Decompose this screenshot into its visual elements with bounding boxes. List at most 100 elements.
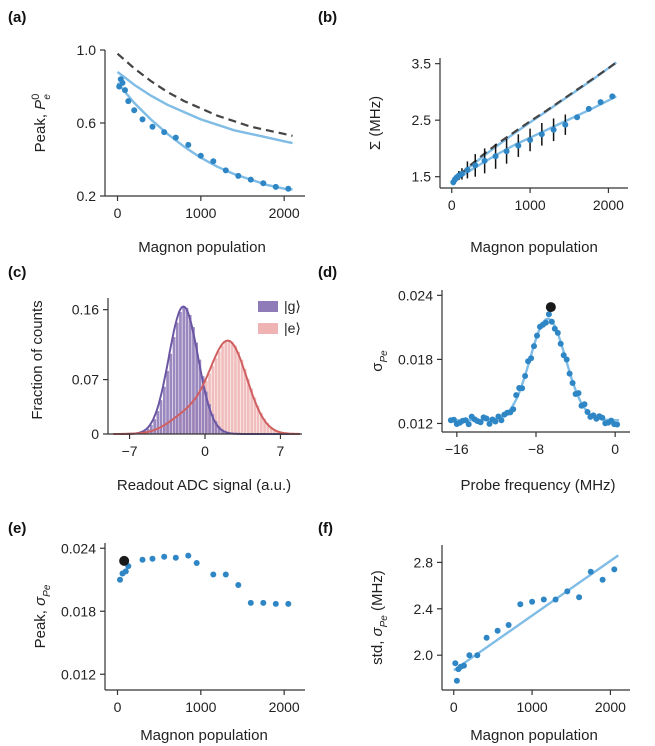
y-tick-label: 0.012: [61, 666, 96, 682]
x-tick-label: 1000: [185, 699, 216, 715]
data-point: [149, 555, 156, 562]
data-point: [247, 599, 254, 606]
g-bar: [182, 306, 186, 434]
data-point: [185, 141, 192, 148]
e-bar: [253, 397, 257, 434]
g-bar: [179, 312, 182, 434]
e-bar: [266, 423, 270, 434]
highlight-point: [119, 555, 130, 566]
data-point: [554, 329, 561, 336]
e-bar: [263, 418, 266, 434]
xlabel-d: Probe frequency (MHz): [460, 477, 615, 494]
data-point: [529, 598, 536, 605]
xlabel-a: Magnon population: [138, 239, 266, 256]
data-point: [513, 392, 520, 399]
g-bar: [217, 426, 221, 434]
x-tick-label: 7: [277, 443, 285, 459]
data-point: [486, 420, 493, 427]
data-point: [538, 131, 545, 138]
panel-label-b: (b): [318, 9, 337, 26]
data-point: [125, 98, 132, 105]
x-tick-label: 0: [114, 205, 122, 221]
g-bar: [169, 353, 173, 434]
dashed-curve: [116, 52, 293, 137]
data-point: [161, 129, 168, 136]
e-bar: [224, 341, 228, 434]
data-point: [197, 152, 204, 159]
e-bar: [240, 359, 244, 434]
data-point: [172, 134, 179, 141]
data-point: [222, 167, 229, 174]
g-bar: [205, 391, 208, 434]
x-tick-label: 0: [611, 441, 619, 457]
data-point: [260, 599, 267, 606]
legend-g-swatch: [258, 301, 278, 312]
g-bar: [159, 400, 163, 434]
data-point: [585, 105, 592, 112]
data-point: [515, 142, 522, 149]
g-bar: [166, 370, 169, 434]
data-point: [597, 99, 604, 106]
x-tick-label: 0: [448, 197, 456, 213]
y-tick-label: 0.018: [61, 603, 96, 619]
fit-curve: [116, 82, 293, 191]
g-bar: [150, 424, 153, 434]
g-bar: [214, 421, 218, 434]
legend-c: |g⟩ |e⟩: [258, 298, 301, 336]
data-point: [611, 566, 618, 573]
data-point: [494, 627, 501, 634]
g-bar: [211, 414, 215, 434]
y-axis-label: σPe: [369, 350, 390, 372]
data-point: [122, 568, 129, 575]
y-axis-label: Σ (MHz): [367, 96, 384, 150]
data-point: [161, 553, 168, 560]
g-bar: [188, 315, 192, 434]
e-bar: [217, 351, 221, 434]
e-bar: [237, 351, 240, 434]
data-point: [614, 421, 621, 428]
y-tick-label: 0.018: [398, 351, 433, 367]
data-point: [285, 600, 292, 607]
data-point: [235, 582, 242, 588]
data-point: [527, 137, 534, 143]
data-point: [540, 596, 547, 603]
data-point: [492, 153, 499, 160]
y-tick-label: 0.6: [77, 115, 97, 131]
g-bar: [172, 337, 176, 434]
data-point: [609, 93, 616, 100]
data-point: [450, 416, 457, 423]
data-point: [534, 332, 540, 339]
data-point: [522, 373, 529, 379]
x-tick-label: 2000: [269, 205, 300, 221]
data-point: [519, 385, 526, 392]
e-bar: [221, 345, 224, 434]
data-point: [574, 114, 581, 121]
data-point: [119, 79, 126, 86]
data-point: [552, 596, 559, 603]
data-point: [550, 126, 557, 133]
g-bar: [185, 307, 189, 434]
x-tick-label: 2000: [595, 699, 626, 715]
data-point: [272, 183, 279, 190]
x-tick-label: 0: [450, 699, 458, 715]
x-tick-label: 2000: [593, 197, 624, 213]
data-point: [557, 340, 564, 347]
y-tick-label: 0.024: [398, 287, 433, 303]
data-point: [122, 87, 128, 94]
data-point: [551, 325, 558, 332]
data-point: [528, 355, 535, 362]
y-tick-label: 3.5: [412, 56, 432, 72]
xlabel-b: Magnon population: [470, 239, 598, 256]
x-tick-label: −7: [122, 443, 138, 459]
data-point: [564, 588, 571, 595]
data-point: [510, 406, 517, 413]
data-point: [531, 343, 537, 350]
data-point: [464, 166, 471, 173]
data-point: [566, 370, 573, 377]
legend-e-label: |e⟩: [284, 320, 301, 336]
y-tick-label: 0: [91, 426, 99, 442]
data-point: [481, 157, 488, 164]
data-point: [210, 571, 217, 578]
e-bar: [214, 358, 218, 434]
